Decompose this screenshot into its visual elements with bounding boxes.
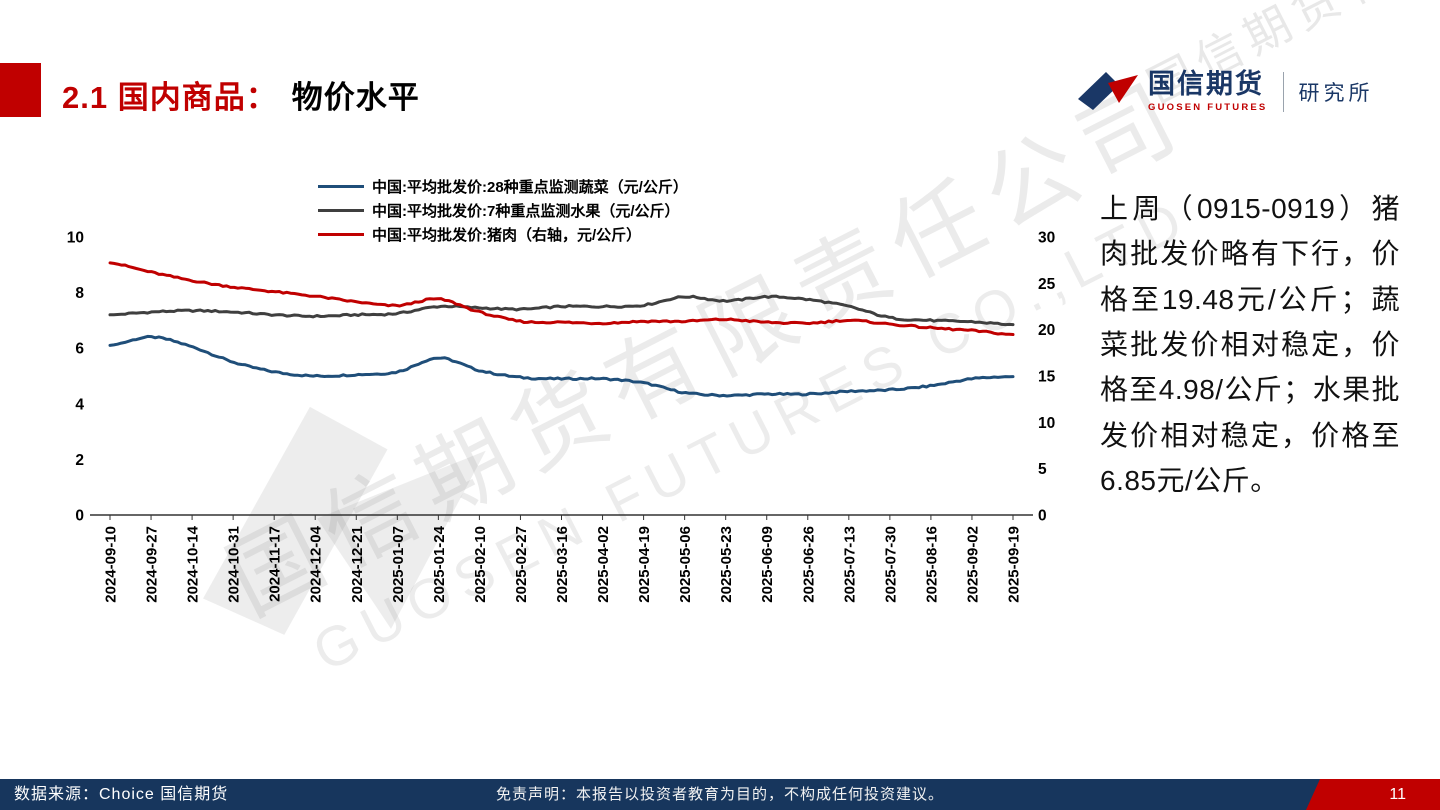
footer-data-source: 数据来源：Choice 国信期货 <box>14 786 229 803</box>
x-axis-label: 2025-01-07 <box>390 526 407 603</box>
logo-name-en: GUOSEN FUTURES <box>1148 102 1268 113</box>
x-axis-label: 2025-02-27 <box>513 526 530 603</box>
x-axis-label: 2025-04-19 <box>636 526 653 603</box>
title-section-number: 2.1 国内商品： <box>62 80 278 115</box>
x-axis-label: 2024-11-17 <box>267 526 284 602</box>
x-axis-label: 2025-05-23 <box>718 526 735 603</box>
left-axis-tick-label: 6 <box>75 341 84 358</box>
x-axis-label: 2025-07-13 <box>841 526 858 603</box>
commentary-panel: 上周（0915-0919）猪肉批发价略有下行，价格至19.48元/公斤；蔬菜批发… <box>1100 186 1400 504</box>
left-axis-tick-label: 10 <box>67 230 84 247</box>
x-axis-label: 2024-09-10 <box>103 526 120 603</box>
logo-name-cn: 国信期货 <box>1148 69 1264 99</box>
x-axis-label: 2025-03-16 <box>554 526 571 603</box>
footer-page-badge: 11 <box>1306 779 1440 810</box>
x-axis-label: 2025-06-26 <box>800 526 817 603</box>
logo: 国信期货 GUOSEN FUTURES 研究所 <box>1076 62 1373 122</box>
x-axis-label: 2025-01-24 <box>431 525 448 602</box>
legend-label: 中国:平均批发价:猪肉（右轴，元/公斤） <box>372 227 642 244</box>
price-level-chart: 0 2 4 6 8 10 0 5 10 15 20 25 30 2024-09-10 2024-09-27 2… <box>50 228 1070 648</box>
series-line <box>108 294 1015 327</box>
guosen-logo-icon <box>1078 72 1138 110</box>
legend-item: 中国:平均批发价:7种重点监测水果（元/公斤） <box>318 200 688 221</box>
logo-department: 研究所 <box>1298 82 1374 105</box>
legend-label: 中国:平均批发价:28种重点监测蔬菜（元/公斤） <box>372 179 688 196</box>
legend-item: 中国:平均批发价:28种重点监测蔬菜（元/公斤） <box>318 176 688 197</box>
right-axis-tick-label: 25 <box>1038 276 1056 293</box>
legend-item: 中国:平均批发价:猪肉（右轴，元/公斤） <box>318 224 688 245</box>
title-topic: 物价水平 <box>291 80 420 115</box>
commentary-text: 上周（0915-0919）猪肉批发价略有下行，价格至19.48元/公斤；蔬菜批发… <box>1100 193 1400 497</box>
right-axis-tick-label: 5 <box>1038 461 1047 478</box>
left-axis-tick-label: 4 <box>75 396 84 413</box>
x-axis-label: 2024-12-21 <box>349 526 366 603</box>
right-axis-tick-label: 20 <box>1038 322 1055 339</box>
x-axis-label: 2025-02-10 <box>472 526 489 603</box>
left-axis-tick-label: 0 <box>75 508 84 525</box>
x-axis-label: 2024-09-27 <box>144 526 161 603</box>
x-axis-label: 2025-06-09 <box>759 526 776 603</box>
page-number: 11 <box>1389 785 1406 803</box>
slide-accent-square <box>0 63 41 117</box>
footer-disclaimer: 免责声明：本报告以投资者教育为目的，不构成任何投资建议。 <box>495 786 945 803</box>
series-line <box>108 261 1015 336</box>
x-axis-label: 2024-12-04 <box>308 525 325 602</box>
chart-legend: 中国:平均批发价:28种重点监测蔬菜（元/公斤） 中国:平均批发价:7种重点监测水… <box>318 176 688 245</box>
logo-text-column: 国信期货 GUOSEN FUTURES <box>1148 69 1268 114</box>
x-axis-label: 2025-07-30 <box>882 526 899 603</box>
left-axis-tick-label: 2 <box>75 452 84 469</box>
right-axis-tick-label: 10 <box>1038 415 1055 432</box>
right-axis-tick-label: 15 <box>1038 369 1056 386</box>
left-axis-tick-label: 8 <box>75 285 84 302</box>
x-axis-label: 2025-05-06 <box>677 526 694 603</box>
x-axis-label: 2025-09-02 <box>964 526 981 603</box>
legend-label: 中国:平均批发价:7种重点监测水果（元/公斤） <box>372 203 680 220</box>
legend-swatch-line <box>318 233 364 236</box>
right-axis-tick-label: 30 <box>1038 230 1055 247</box>
x-axis-label: 2025-09-19 <box>1006 526 1023 603</box>
right-axis-tick-label: 0 <box>1038 508 1047 525</box>
footer-bar: 数据来源：Choice 国信期货 免责声明：本报告以投资者教育为目的，不构成任何… <box>0 779 1440 810</box>
series-line <box>108 334 1015 398</box>
chart-svg: 0 2 4 6 8 10 0 5 10 15 20 25 30 2024-09-10 2024-09-27 2… <box>67 230 1056 603</box>
logo-divider <box>1283 72 1285 112</box>
x-axis-label: 2025-08-16 <box>923 526 940 603</box>
x-axis-label: 2024-10-31 <box>226 526 243 603</box>
page-title: 2.1 国内商品： 物价水平 <box>62 72 420 117</box>
x-axis-label: 2024-10-14 <box>185 525 202 602</box>
x-axis-label: 2025-04-02 <box>595 526 612 603</box>
legend-swatch-line <box>318 185 364 188</box>
legend-swatch-line <box>318 209 364 212</box>
